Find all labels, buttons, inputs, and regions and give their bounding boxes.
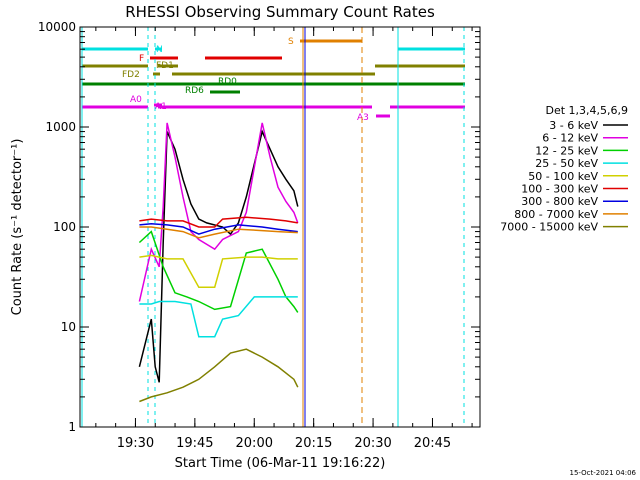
y-tick-label-3: 1000: [45, 120, 76, 134]
legend-label-6: 300 - 800 keV: [521, 195, 598, 208]
legend-title: Det 1,3,4,5,6,9: [545, 104, 628, 117]
y-tick-label-0: 1: [68, 420, 76, 434]
flag-label-6: RD6: [185, 86, 204, 96]
generation-timestamp: 15-Oct-2021 04:06: [570, 469, 637, 477]
x-tick-label-0: 19:30: [117, 436, 154, 451]
series-line-4: [139, 254, 298, 288]
x-tick-label-3: 20:15: [295, 436, 332, 451]
legend-label-0: 3 - 6 keV: [549, 119, 598, 132]
y-axis-label: Count Rate (s⁻¹ detector⁻¹): [10, 139, 25, 316]
y-tick-label-1: 10: [61, 320, 76, 334]
legend-label-2: 12 - 25 keV: [535, 144, 598, 157]
flag-label-2: FD1: [156, 61, 174, 71]
flag-label-0: N: [156, 45, 163, 55]
legend-label-1: 6 - 12 keV: [542, 132, 598, 145]
series-line-6: [139, 222, 298, 235]
series-line-5: [139, 216, 298, 228]
y-axis: 1 10 100 1000 10000: [38, 20, 480, 434]
legend-label-5: 100 - 300 keV: [521, 183, 598, 196]
series-line-0: [138, 129, 299, 383]
chart-title: RHESSI Observing Summary Count Rates: [125, 3, 435, 21]
series-line-1: [138, 122, 299, 302]
x-tick-label-2: 20:00: [236, 436, 273, 451]
x-tick-label-4: 20:30: [354, 436, 391, 451]
legend-label-7: 800 - 7000 keV: [514, 208, 598, 221]
y-tick-label-4: 10000: [38, 20, 76, 34]
legend-label-3: 25 - 50 keV: [535, 157, 598, 170]
flag-label-4: S: [288, 37, 294, 47]
legend-label-4: 50 - 100 keV: [528, 170, 598, 183]
series-line-7: [139, 226, 298, 239]
x-axis: 19:30 19:45 20:00 20:15 20:30 20:45: [95, 27, 473, 451]
legend-label-8: 7000 - 15000 keV: [500, 221, 598, 234]
series-line-8: [139, 348, 299, 403]
flag-label-5: RD0: [218, 77, 237, 87]
flag-bars: N F FD1 FD2 S RD0 RD6 A0 A1 A3: [82, 37, 465, 123]
flag-label-1: F: [139, 54, 144, 64]
flag-label-7: A0: [130, 95, 142, 105]
x-axis-label: Start Time (06-Mar-11 19:16:22): [175, 456, 386, 471]
boundary-lines: [81, 27, 465, 427]
flag-label-3: FD2: [122, 70, 140, 80]
series-line-3: [139, 296, 298, 338]
x-tick-label-1: 19:45: [176, 436, 213, 451]
series-lines: [138, 122, 299, 403]
y-tick-label-2: 100: [53, 220, 76, 234]
x-tick-label-5: 20:45: [414, 436, 451, 451]
flag-label-8: A1: [155, 102, 167, 112]
flag-label-9: A3: [357, 113, 369, 123]
series-line-2: [138, 230, 299, 313]
